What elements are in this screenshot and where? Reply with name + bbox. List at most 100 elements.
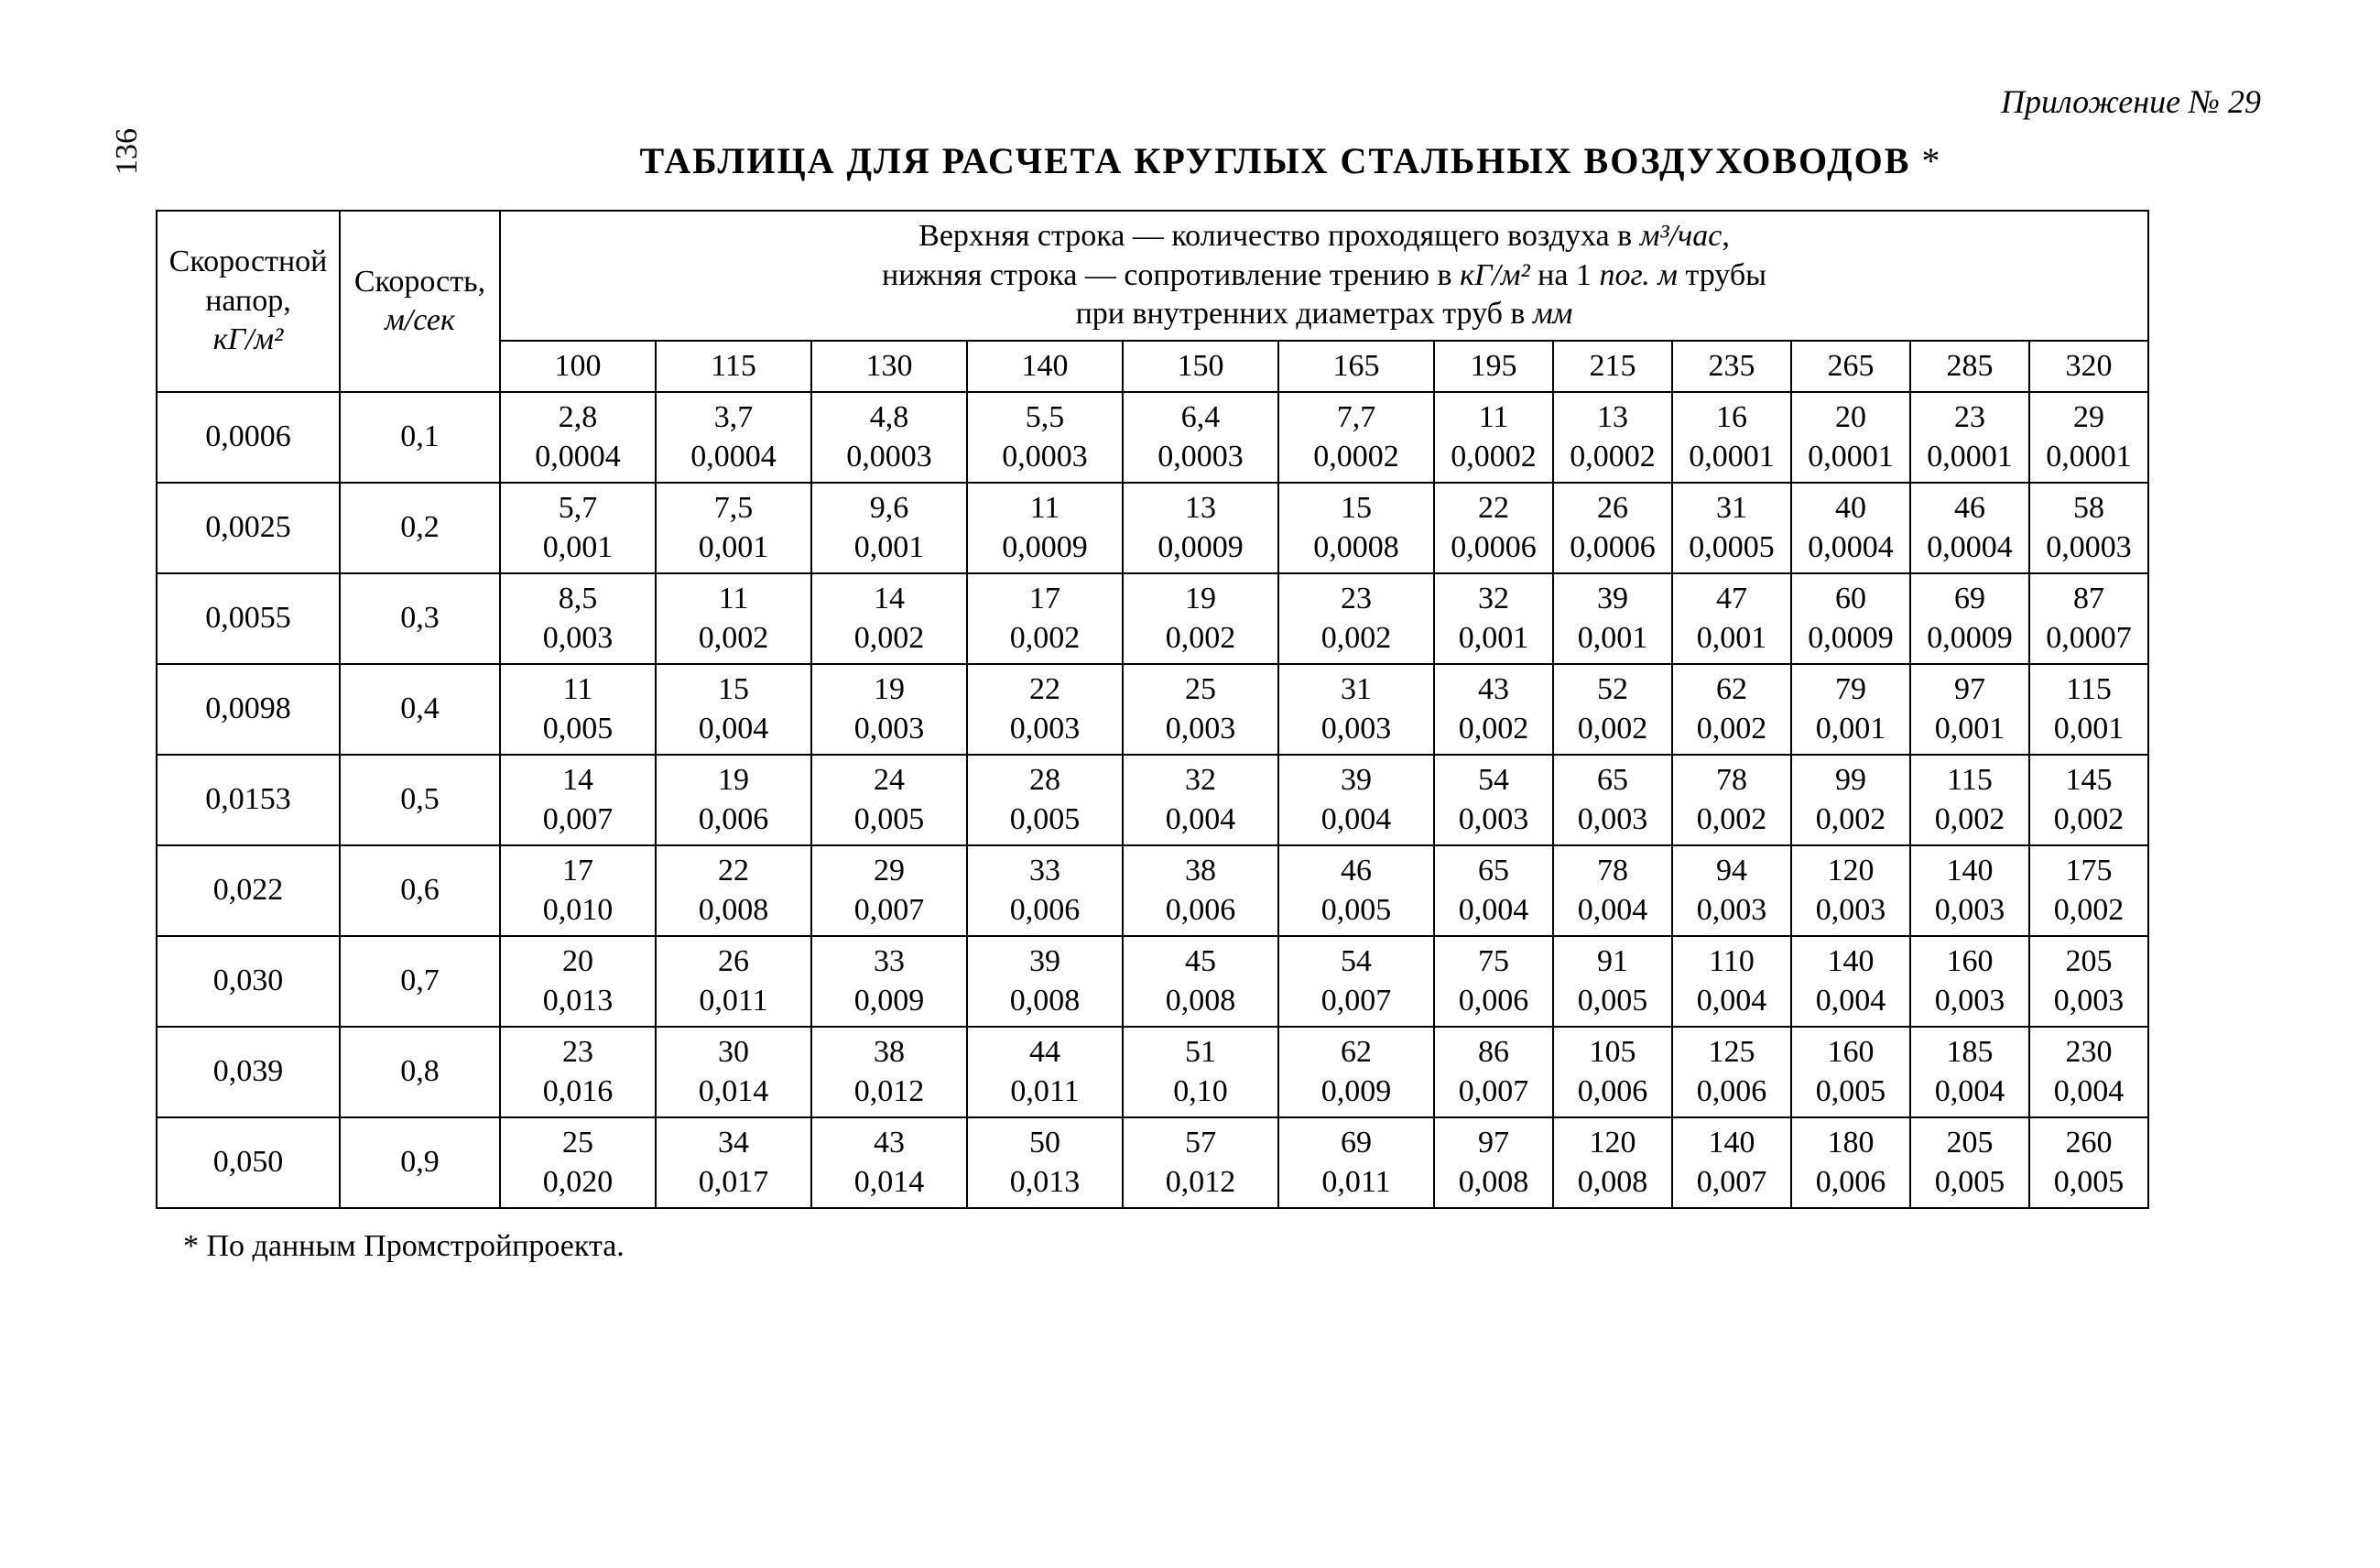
- data-cell: 1100,004: [1672, 936, 1791, 1027]
- flow-value: 58: [2038, 489, 2140, 528]
- flow-value: 140: [1918, 852, 2021, 891]
- friction-value: 0,003: [1918, 982, 2021, 1021]
- friction-value: 0,0006: [1442, 528, 1545, 568]
- flow-value: 28: [975, 761, 1114, 800]
- friction-value: 0,003: [1680, 891, 1783, 931]
- friction-value: 0,013: [975, 1163, 1114, 1203]
- friction-value: 0,004: [1680, 982, 1783, 1021]
- diam-3: 140: [967, 341, 1123, 393]
- data-cell: 230,002: [1278, 573, 1434, 664]
- pressure-cell: 0,050: [157, 1117, 340, 1208]
- friction-value: 0,002: [1680, 710, 1783, 749]
- friction-value: 0,004: [1561, 891, 1664, 931]
- data-cell: 1200,008: [1553, 1117, 1672, 1208]
- data-cell: 430,014: [811, 1117, 967, 1208]
- friction-value: 0,0001: [1799, 438, 1902, 477]
- friction-value: 0,007: [508, 800, 647, 840]
- data-cell: 5,50,0003: [967, 392, 1123, 483]
- data-cell: 650,004: [1434, 845, 1553, 936]
- friction-value: 0,005: [975, 800, 1114, 840]
- friction-value: 0,003: [2038, 982, 2140, 1021]
- data-cell: 750,006: [1434, 936, 1553, 1027]
- flow-value: 110: [1680, 942, 1783, 982]
- flow-value: 2,8: [508, 398, 647, 438]
- velocity-cell: 0,3: [340, 573, 500, 664]
- data-cell: 130,0002: [1553, 392, 1672, 483]
- data-cell: 240,005: [811, 755, 967, 845]
- friction-value: 0,002: [975, 619, 1114, 659]
- friction-value: 0,011: [664, 982, 803, 1021]
- flow-value: 38: [1131, 852, 1270, 891]
- data-cell: 500,013: [967, 1117, 1123, 1208]
- friction-value: 0,0004: [664, 438, 803, 477]
- banner-unit2: кГ/м²: [1460, 258, 1530, 292]
- velocity-cell: 0,6: [340, 845, 500, 936]
- friction-value: 0,006: [1799, 1163, 1902, 1203]
- friction-value: 0,0002: [1287, 438, 1426, 477]
- flow-value: 29: [2038, 398, 2140, 438]
- data-cell: 380,012: [811, 1027, 967, 1117]
- data-cell: 400,0004: [1791, 483, 1910, 573]
- flow-value: 260: [2038, 1124, 2140, 1163]
- data-cell: 110,005: [500, 664, 656, 755]
- data-cell: 690,011: [1278, 1117, 1434, 1208]
- col1-unit: кГ/м²: [213, 322, 284, 356]
- friction-value: 0,003: [1287, 710, 1426, 749]
- flow-value: 46: [1287, 852, 1426, 891]
- flow-value: 9,6: [820, 489, 959, 528]
- flow-value: 115: [2038, 670, 2140, 710]
- friction-value: 0,006: [1561, 1073, 1664, 1112]
- data-cell: 1150,001: [2029, 664, 2148, 755]
- duct-table: Скоростной напор, кГ/м² Скорость, м/сек …: [156, 210, 2149, 1209]
- banner-comma: ,: [1722, 219, 1730, 253]
- flow-value: 180: [1799, 1124, 1902, 1163]
- friction-value: 0,003: [508, 619, 647, 659]
- friction-value: 0,0005: [1680, 528, 1783, 568]
- data-cell: 190,002: [1123, 573, 1278, 664]
- friction-value: 0,008: [1442, 1163, 1545, 1203]
- diam-7: 215: [1553, 341, 1672, 393]
- flow-value: 60: [1799, 580, 1902, 619]
- data-cell: 250,003: [1123, 664, 1278, 755]
- pressure-cell: 0,0098: [157, 664, 340, 755]
- flow-value: 160: [1918, 942, 2021, 982]
- col2-unit: м/сек: [385, 303, 455, 337]
- data-cell: 170,002: [967, 573, 1123, 664]
- diam-4: 150: [1123, 341, 1278, 393]
- pressure-cell: 0,022: [157, 845, 340, 936]
- data-cell: 110,0009: [967, 483, 1123, 573]
- data-cell: 190,006: [656, 755, 811, 845]
- table-row: 0,00060,12,80,00043,70,00044,80,00035,50…: [157, 392, 2148, 483]
- flow-value: 65: [1442, 852, 1545, 891]
- friction-value: 0,007: [1680, 1163, 1783, 1203]
- pressure-cell: 0,0006: [157, 392, 340, 483]
- data-cell: 2050,003: [2029, 936, 2148, 1027]
- data-cell: 320,004: [1123, 755, 1278, 845]
- flow-value: 5,7: [508, 489, 647, 528]
- flow-value: 4,8: [820, 398, 959, 438]
- table-row: 0,00250,25,70,0017,50,0019,60,001110,000…: [157, 483, 2148, 573]
- flow-value: 23: [508, 1033, 647, 1073]
- flow-value: 205: [1918, 1124, 2021, 1163]
- data-cell: 220,008: [656, 845, 811, 936]
- friction-value: 0,0004: [508, 438, 647, 477]
- friction-value: 0,007: [1287, 982, 1426, 1021]
- flow-value: 62: [1287, 1033, 1426, 1073]
- data-cell: 1400,004: [1791, 936, 1910, 1027]
- friction-value: 0,014: [664, 1073, 803, 1112]
- data-cell: 430,002: [1434, 664, 1553, 755]
- flow-value: 11: [508, 670, 647, 710]
- flow-value: 16: [1680, 398, 1783, 438]
- flow-value: 20: [1799, 398, 1902, 438]
- flow-value: 8,5: [508, 580, 647, 619]
- data-cell: 510,10: [1123, 1027, 1278, 1117]
- flow-value: 160: [1799, 1033, 1902, 1073]
- flow-value: 31: [1680, 489, 1783, 528]
- data-cell: 8,50,003: [500, 573, 656, 664]
- friction-value: 0,001: [1561, 619, 1664, 659]
- flow-value: 32: [1442, 580, 1545, 619]
- velocity-cell: 0,8: [340, 1027, 500, 1117]
- flow-value: 11: [1442, 398, 1545, 438]
- friction-value: 0,004: [1799, 982, 1902, 1021]
- diam-6: 195: [1434, 341, 1553, 393]
